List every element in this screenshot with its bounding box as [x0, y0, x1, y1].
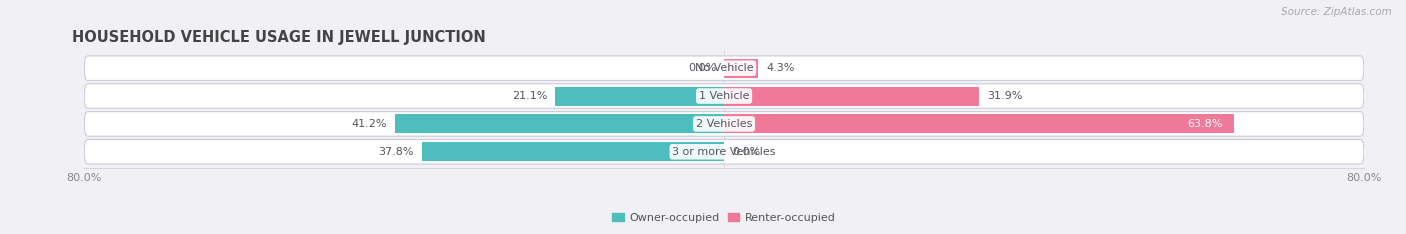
Bar [555, 87, 724, 106]
Text: 63.8%: 63.8% [1187, 119, 1222, 129]
FancyBboxPatch shape [84, 112, 1364, 136]
Bar [422, 142, 724, 161]
Text: 31.9%: 31.9% [987, 91, 1022, 101]
Text: 0.0%: 0.0% [733, 147, 761, 157]
FancyBboxPatch shape [84, 139, 1364, 164]
FancyBboxPatch shape [84, 84, 1364, 108]
Text: No Vehicle: No Vehicle [695, 63, 754, 73]
Text: 2 Vehicles: 2 Vehicles [696, 119, 752, 129]
Text: 0.0%: 0.0% [688, 63, 716, 73]
Bar [724, 87, 979, 106]
Text: 4.3%: 4.3% [766, 63, 794, 73]
FancyBboxPatch shape [84, 56, 1364, 80]
Text: 37.8%: 37.8% [378, 147, 413, 157]
Bar [724, 59, 758, 78]
Bar [724, 114, 1234, 133]
Text: 3 or more Vehicles: 3 or more Vehicles [672, 147, 776, 157]
Text: 41.2%: 41.2% [352, 119, 387, 129]
Text: 1 Vehicle: 1 Vehicle [699, 91, 749, 101]
Bar [395, 114, 724, 133]
Text: 21.1%: 21.1% [512, 91, 547, 101]
Text: Source: ZipAtlas.com: Source: ZipAtlas.com [1281, 7, 1392, 17]
Legend: Owner-occupied, Renter-occupied: Owner-occupied, Renter-occupied [607, 208, 841, 227]
Text: HOUSEHOLD VEHICLE USAGE IN JEWELL JUNCTION: HOUSEHOLD VEHICLE USAGE IN JEWELL JUNCTI… [72, 30, 485, 45]
